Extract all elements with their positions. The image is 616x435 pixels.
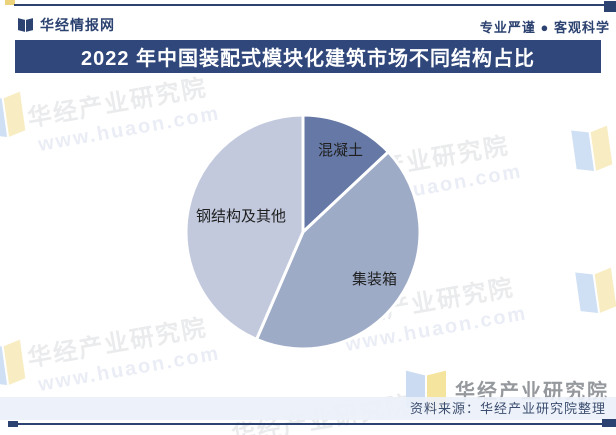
bottom-divider-line xyxy=(8,423,616,425)
slice-label-steel-other: 钢结构及其他 xyxy=(196,208,287,225)
source-note: 资料来源：华经产业研究院整理 xyxy=(409,401,606,416)
pie-slice-2 xyxy=(184,113,305,341)
slice-label-container: 集装箱 xyxy=(352,271,398,288)
header-bar: 华经情报网 专业严谨 ● 客观科学 xyxy=(0,6,616,38)
pie-slice-0 xyxy=(301,113,390,234)
bottom-divider-endcap-left xyxy=(8,421,18,427)
slice-label-concrete: 混凝土 xyxy=(318,142,364,159)
header-tagline: 专业严谨 ● 客观科学 xyxy=(479,20,610,35)
pie-slice-1 xyxy=(255,150,422,351)
brand-name: 华经情报网 xyxy=(40,17,115,33)
corner-accent-square xyxy=(5,0,15,5)
top-divider-line xyxy=(14,4,604,6)
chart-title: 2022 年中国装配式模块化建筑市场不同结构占比 xyxy=(80,48,536,70)
brand-lockup: 华经情报网 xyxy=(18,15,115,35)
top-divider-endcap xyxy=(604,1,616,12)
brand-book-icon xyxy=(18,18,34,32)
title-banner: 2022 年中国装配式模块化建筑市场不同结构占比 xyxy=(15,40,601,73)
bottom-divider-endcap-right xyxy=(602,419,616,427)
source-strip: 资料来源：华经产业研究院整理 xyxy=(0,397,616,420)
